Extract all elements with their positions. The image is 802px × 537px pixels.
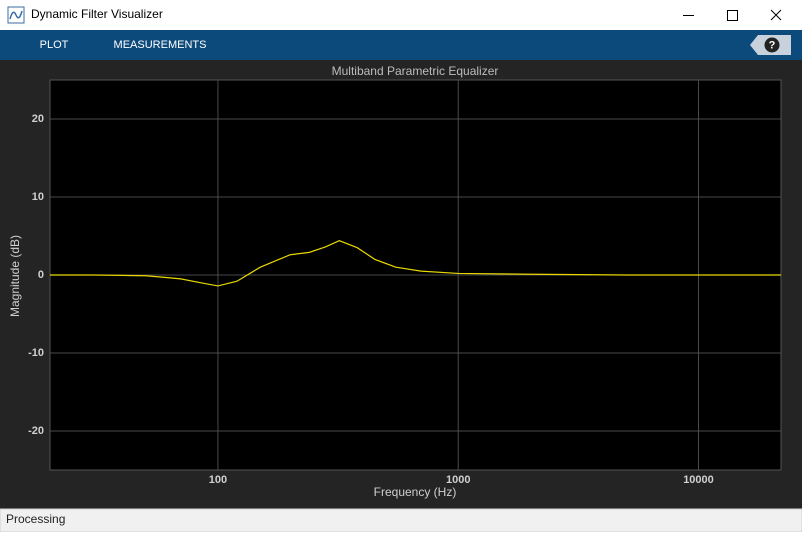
x-tick-label: 10000 xyxy=(683,474,714,486)
maximize-button[interactable] xyxy=(727,10,738,21)
y-tick-label: 10 xyxy=(32,191,44,203)
line-series xyxy=(50,240,781,287)
measurements-tab[interactable]: MEASUREMENTS xyxy=(114,39,207,51)
y-tick-label: -20 xyxy=(28,425,44,437)
chart-title: Multiband Parametric Equalizer xyxy=(332,64,499,78)
plot-tab[interactable]: PLOT xyxy=(40,39,69,51)
y-axis-label: Magnitude (dB) xyxy=(8,235,22,317)
close-button[interactable] xyxy=(770,9,782,21)
plot-content xyxy=(50,240,781,287)
x-tick-label: 1000 xyxy=(446,474,470,486)
y-tick-label: 20 xyxy=(32,113,44,125)
app-icon-wave xyxy=(9,10,23,20)
x-axis-label: Frequency (Hz) xyxy=(374,485,457,499)
status-text: Processing xyxy=(6,512,65,526)
toolbar xyxy=(0,30,802,60)
help-icon xyxy=(764,37,780,53)
status-bar xyxy=(0,508,802,533)
y-tick-label: 0 xyxy=(38,269,44,281)
x-tick-label: 100 xyxy=(209,474,227,486)
help-label: ? xyxy=(769,39,776,51)
y-tick-label: -10 xyxy=(28,347,44,359)
window-title: Dynamic Filter Visualizer xyxy=(31,7,163,21)
